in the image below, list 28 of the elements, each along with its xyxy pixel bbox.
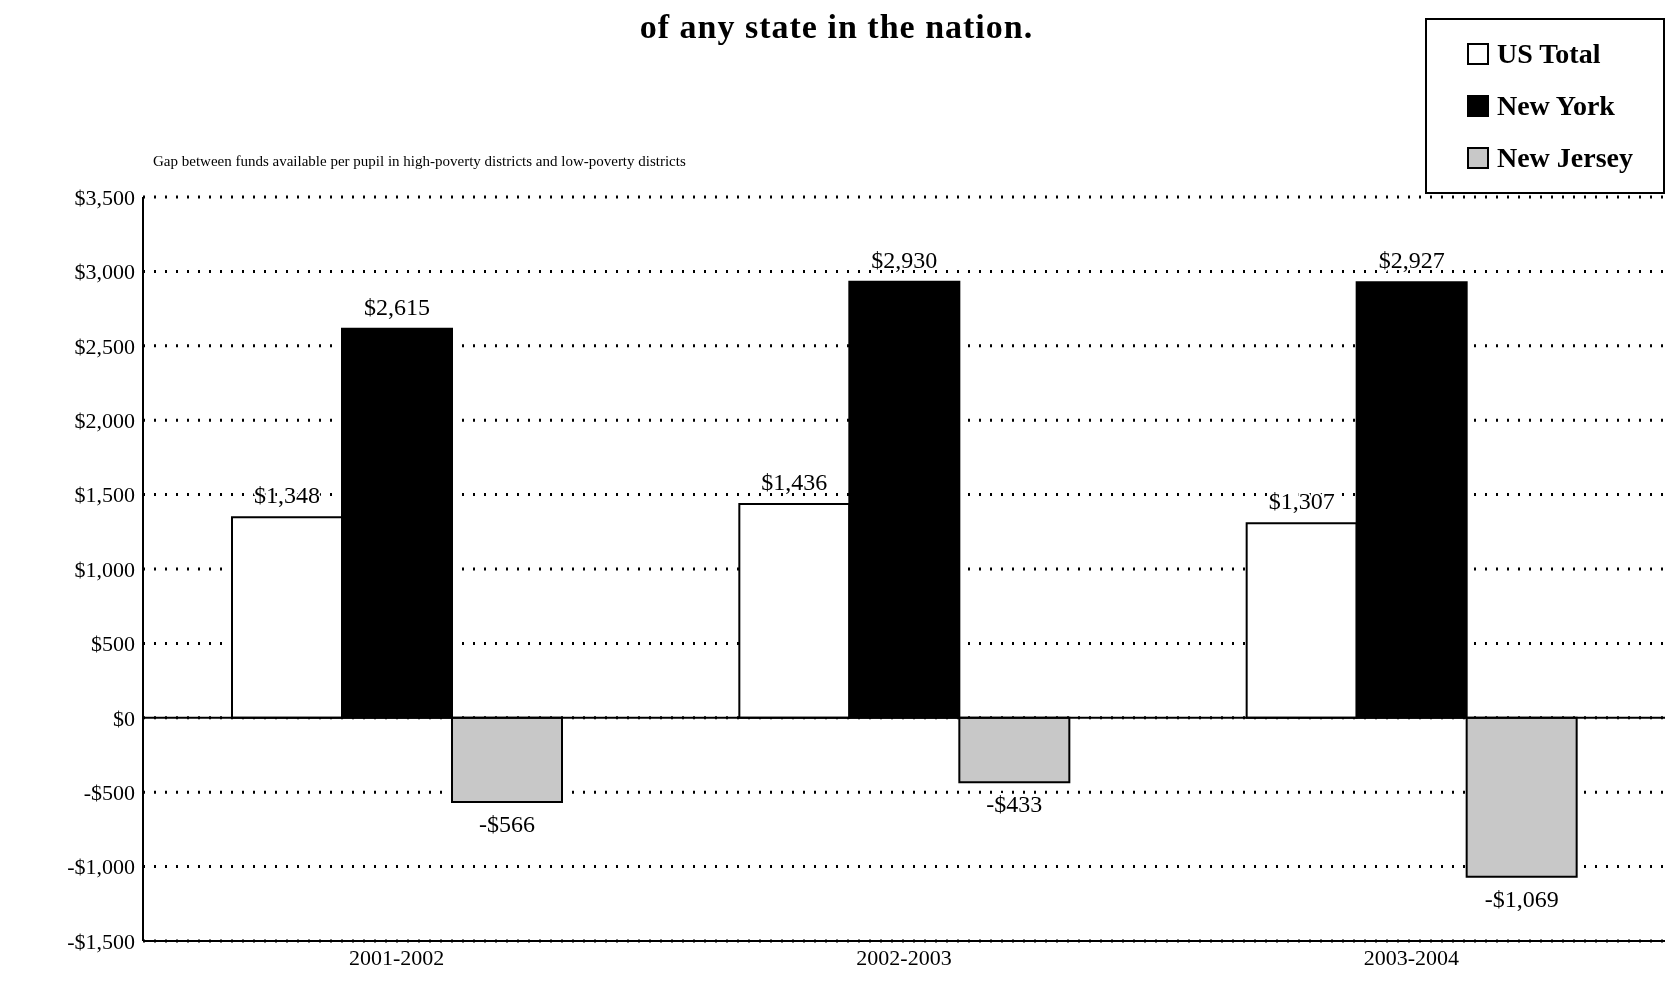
chart-title: of any state in the nation. bbox=[639, 8, 1034, 45]
y-tick-label: $1,500 bbox=[74, 482, 135, 508]
legend-label: New York bbox=[1496, 89, 1615, 123]
y-tick-label: -$1,000 bbox=[67, 854, 135, 880]
y-tick-label: $3,000 bbox=[74, 259, 135, 285]
data-label: -$566 bbox=[479, 811, 535, 838]
data-label: -$1,069 bbox=[1484, 885, 1559, 912]
y-tick-label: $2,000 bbox=[74, 408, 135, 434]
y-tick-label: $500 bbox=[91, 631, 135, 657]
data-label: $1,348 bbox=[254, 482, 320, 509]
x-tick-label: 2003-2004 bbox=[1363, 944, 1459, 970]
data-label: -$433 bbox=[986, 791, 1043, 818]
x-tick-label: 2001-2002 bbox=[349, 944, 445, 970]
y-tick-label: -$500 bbox=[83, 780, 135, 806]
data-label: $1,436 bbox=[761, 469, 828, 496]
chart-subtitle: Gap between funds available per pupil in high-poverty districts and low-poverty districts bbox=[153, 153, 686, 170]
y-tick-label: $1,000 bbox=[74, 556, 135, 582]
data-label: $2,930 bbox=[871, 246, 938, 273]
y-tick-label: $3,500 bbox=[74, 184, 135, 210]
data-label: $2,615 bbox=[364, 293, 430, 320]
y-tick-label: $2,500 bbox=[74, 333, 135, 359]
x-tick-label: 2002-2003 bbox=[856, 944, 952, 970]
data-label: $1,307 bbox=[1268, 488, 1335, 515]
legend-label: US Total bbox=[1496, 37, 1601, 71]
y-tick-label: $0 bbox=[113, 705, 135, 731]
y-tick-label: -$1,500 bbox=[67, 928, 135, 954]
legend-label: New Jersey bbox=[1496, 141, 1633, 175]
data-label: $2,927 bbox=[1378, 247, 1445, 274]
